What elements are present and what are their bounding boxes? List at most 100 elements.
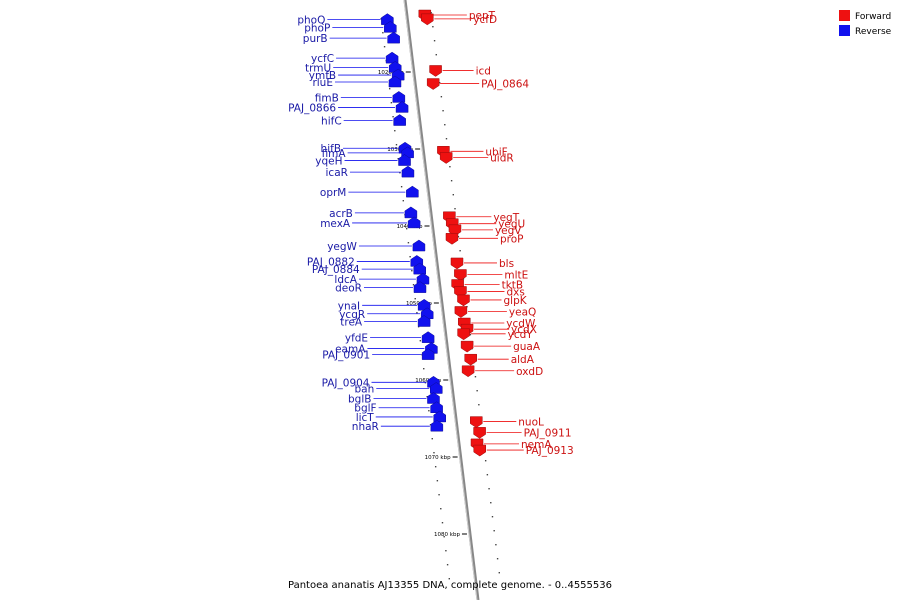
axis-dot [433, 40, 436, 42]
forward-gene-label[interactable]: ubiF [485, 146, 507, 158]
forward-gene-label[interactable]: nuoL [518, 417, 544, 429]
reverse-gene-label[interactable]: PAJ_0882 [307, 256, 355, 268]
reverse-gene-label[interactable]: hifB [321, 143, 341, 155]
forward-gene-glyph[interactable] [426, 78, 440, 90]
reverse-gene-label[interactable]: phoQ [297, 15, 325, 27]
reverse-gene-glyph[interactable] [401, 165, 415, 178]
reverse-gene-label[interactable]: nhaR [352, 421, 379, 433]
forward-gene-label[interactable]: pepT [469, 10, 496, 22]
forward-gene-label[interactable]: ycdY [508, 329, 534, 341]
forward-gene-label[interactable]: tktB [502, 280, 524, 292]
reverse-gene-label[interactable]: acrB [329, 208, 353, 220]
forward-gene-glyph[interactable] [454, 306, 468, 318]
reverse-gene-glyph[interactable] [392, 91, 406, 103]
forward-gene-label[interactable]: yegV [495, 225, 522, 237]
reverse-gene-glyph[interactable] [413, 281, 427, 293]
reverse-gene-label[interactable]: licT [356, 412, 375, 424]
reverse-gene-glyph[interactable] [421, 348, 435, 360]
reverse-gene-label[interactable]: yfdE [345, 333, 368, 345]
forward-gene-label[interactable]: mltE [504, 270, 528, 282]
forward-gene-glyph[interactable] [473, 427, 486, 439]
reverse-gene-glyph[interactable] [398, 154, 411, 166]
reverse-gene-glyph[interactable] [387, 31, 400, 44]
reverse-gene-label[interactable]: ycfC [311, 53, 334, 65]
reverse-gene-label[interactable]: hifC [321, 116, 342, 128]
forward-gene-glyph[interactable] [429, 65, 442, 77]
reverse-gene-glyph[interactable] [417, 315, 431, 327]
reverse-gene-label[interactable]: icaR [326, 167, 348, 179]
forward-gene-glyph[interactable] [461, 365, 475, 378]
reverse-gene-glyph[interactable] [430, 419, 444, 432]
reverse-gene-label[interactable]: bglF [354, 403, 376, 415]
reverse-gene-label[interactable]: PAJ_0866 [288, 102, 336, 114]
reverse-gene-label[interactable]: trmU [305, 62, 331, 74]
reverse-gene-label[interactable]: treA [340, 316, 363, 328]
forward-gene-label[interactable]: ycfD [473, 14, 497, 26]
reverse-gene-glyph[interactable] [430, 382, 443, 394]
reverse-gene-label[interactable]: ycgR [339, 309, 365, 321]
reverse-gene-label[interactable]: yqeH [315, 156, 342, 168]
forward-gene-label[interactable]: guaA [513, 341, 541, 353]
forward-gene-glyph[interactable] [457, 294, 470, 307]
forward-gene-glyph[interactable] [439, 152, 453, 164]
forward-gene-label[interactable]: icd [476, 65, 491, 77]
forward-gene-label[interactable]: oxdD [516, 366, 543, 378]
forward-gene-label[interactable]: uidR [490, 152, 514, 164]
forward-gene-label[interactable]: ycdW [506, 318, 536, 330]
forward-gene-glyph[interactable] [457, 328, 470, 341]
forward-gene-label[interactable]: bls [499, 258, 514, 270]
reverse-gene-label[interactable]: oprM [320, 187, 346, 199]
forward-gene-glyph[interactable] [464, 353, 477, 366]
reverse-gene-glyph[interactable] [406, 185, 419, 198]
forward-gene-glyph[interactable] [421, 13, 434, 26]
genome-caption: Pantoea ananatis AJ13355 DNA, complete g… [288, 580, 612, 591]
reverse-gene-label[interactable]: eamA [335, 343, 366, 355]
reverse-gene-glyph[interactable] [404, 206, 418, 219]
reverse-gene-glyph[interactable] [427, 392, 440, 404]
reverse-gene-glyph[interactable] [407, 216, 421, 229]
reverse-gene-glyph[interactable] [393, 114, 406, 126]
axis-dot [433, 452, 435, 454]
axis-dot [490, 502, 492, 504]
forward-gene-glyph[interactable] [450, 257, 464, 270]
forward-gene-label[interactable]: PAJ_0864 [481, 79, 529, 91]
reverse-gene-glyph[interactable] [388, 75, 402, 88]
reverse-gene-label[interactable]: rluE [312, 77, 333, 89]
reverse-gene-label[interactable]: PAJ_0904 [322, 377, 370, 389]
forward-gene-label[interactable]: yegT [493, 212, 519, 224]
forward-gene-glyph[interactable] [473, 444, 487, 457]
reverse-gene-label[interactable]: fimB [315, 92, 339, 104]
reverse-gene-label[interactable]: ymfB [309, 70, 336, 82]
reverse-gene-glyph[interactable] [412, 239, 426, 252]
reverse-gene-label[interactable]: fimA [322, 148, 347, 160]
reverse-gene-glyph[interactable] [385, 51, 399, 64]
forward-gene-glyph[interactable] [445, 233, 459, 245]
forward-gene-glyph[interactable] [460, 340, 474, 353]
reverse-gene-glyph[interactable] [421, 331, 435, 343]
reverse-gene-label[interactable]: bah [354, 383, 374, 395]
reverse-gene-glyph[interactable] [395, 101, 409, 113]
forward-gene-label[interactable]: yegU [498, 219, 525, 231]
reverse-gene-label[interactable]: PAJ_0901 [322, 350, 370, 362]
reverse-gene-label[interactable]: phoP [304, 22, 330, 34]
forward-gene-glyph[interactable] [454, 269, 467, 281]
reverse-gene-label[interactable]: ynaI [338, 300, 360, 312]
forward-gene-label[interactable]: aldA [511, 354, 535, 366]
forward-gene-label[interactable]: proP [500, 233, 524, 245]
forward-gene-label[interactable]: nemA [521, 439, 552, 451]
reverse-gene-label[interactable]: bglB [348, 393, 371, 405]
reverse-gene-label[interactable]: purB [303, 33, 328, 45]
forward-gene-label[interactable]: dxs [506, 286, 524, 298]
forward-gene-label[interactable]: PAJ_0911 [524, 427, 572, 439]
reverse-gene-label[interactable]: mexA [320, 218, 351, 230]
forward-gene-glyph[interactable] [470, 416, 483, 428]
reverse-gene-label[interactable]: PAJ_0884 [312, 264, 360, 276]
forward-gene-label[interactable]: PAJ_0913 [526, 445, 574, 457]
forward-gene-label[interactable]: yeaQ [509, 306, 536, 318]
reverse-gene-glyph[interactable] [433, 410, 446, 423]
reverse-gene-label[interactable]: deoR [335, 283, 362, 295]
forward-gene-label[interactable]: glpK [503, 295, 527, 307]
forward-gene-label[interactable]: ycdX [511, 324, 537, 336]
reverse-gene-label[interactable]: ldcA [334, 274, 357, 286]
reverse-gene-label[interactable]: yegW [327, 241, 357, 253]
